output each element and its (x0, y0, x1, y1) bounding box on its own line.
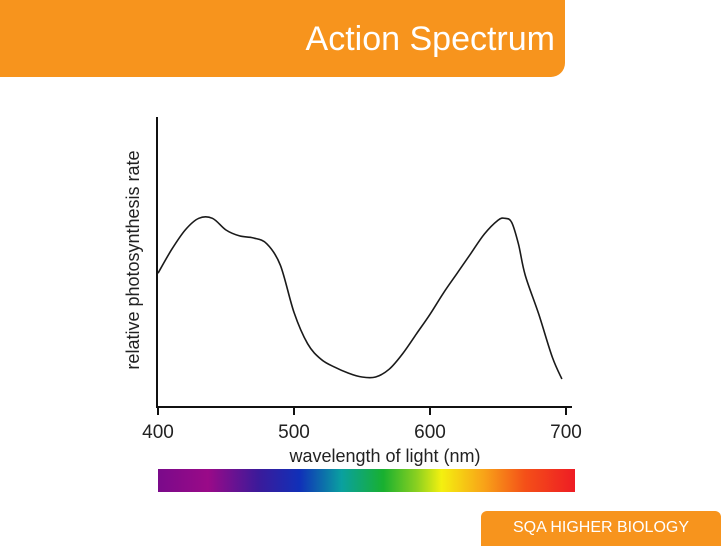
x-tick-label: 400 (142, 422, 174, 443)
page-title: Action Spectrum (305, 20, 555, 58)
x-axis-label: wavelength of light (nm) (288, 446, 480, 466)
x-tick-label: 500 (278, 422, 310, 443)
title-bar: Action Spectrum (0, 0, 565, 77)
y-axis-label: relative photosynthesis rate (123, 150, 143, 369)
footer-badge: SQA HIGHER BIOLOGY (481, 511, 721, 546)
footer-label: SQA HIGHER BIOLOGY (512, 519, 690, 536)
x-tick-label: 600 (414, 422, 446, 443)
visible-spectrum-bar (158, 469, 575, 492)
action-spectrum-line (157, 216, 563, 380)
x-tick-label: 700 (550, 422, 582, 443)
